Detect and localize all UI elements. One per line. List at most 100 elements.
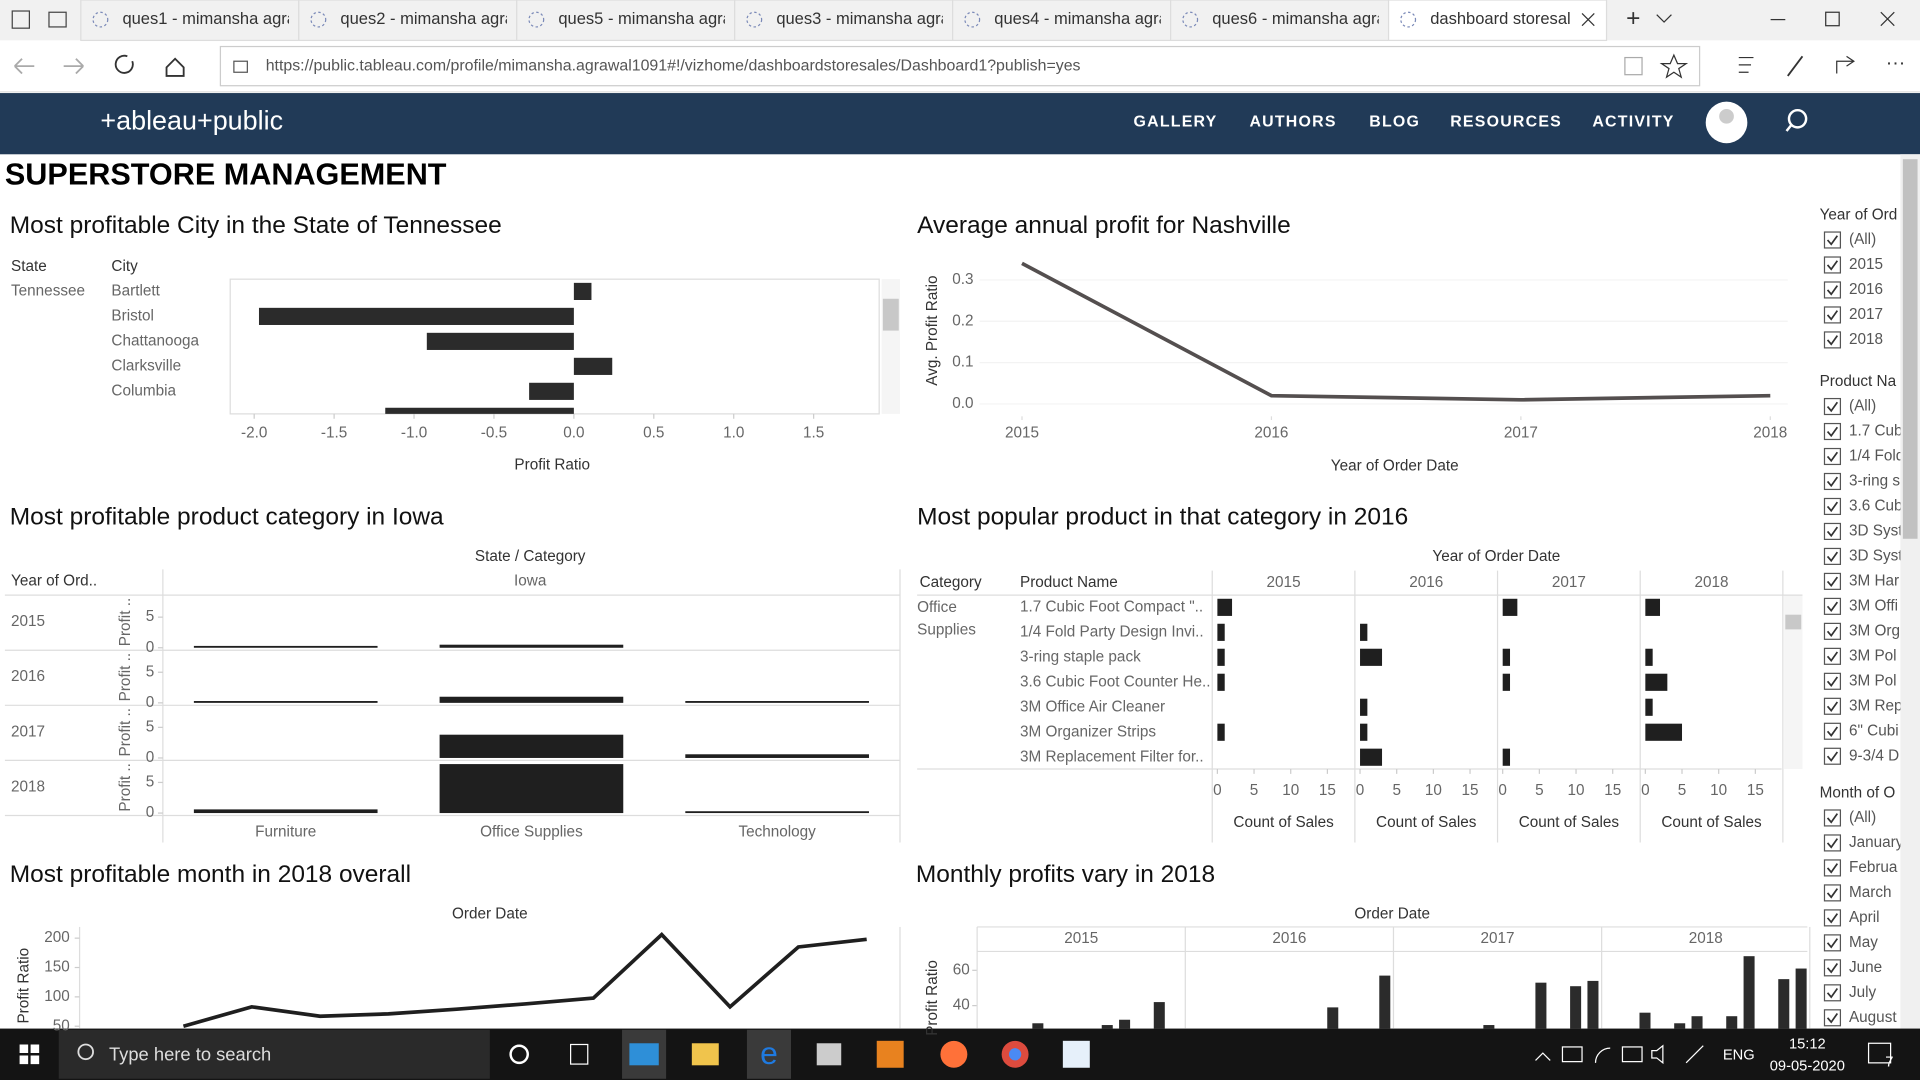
notes[interactable] — [1787, 55, 1804, 77]
checkbox[interactable] — [1823, 722, 1842, 740]
nav-link[interactable]: RESOURCES — [1450, 114, 1562, 131]
checkbox[interactable] — [1823, 1009, 1842, 1027]
filter-item[interactable]: 1.7 Cub — [1849, 423, 1903, 440]
checkbox[interactable] — [1823, 697, 1842, 715]
search-box[interactable] — [58, 1029, 490, 1079]
app-firefox[interactable] — [940, 1040, 968, 1068]
app-tableau[interactable] — [1062, 1040, 1090, 1068]
filter-item[interactable]: 1/4 Fold — [1849, 448, 1904, 465]
filter-item[interactable]: (All) — [1849, 809, 1876, 826]
checkbox[interactable] — [1823, 909, 1842, 927]
tab[interactable] — [516, 0, 736, 42]
checkbox[interactable] — [1823, 256, 1842, 274]
tab[interactable] — [1387, 0, 1608, 42]
checkbox[interactable] — [1823, 859, 1842, 877]
checkbox[interactable] — [1823, 231, 1842, 249]
filter-item[interactable]: May — [1849, 934, 1878, 951]
home[interactable] — [165, 57, 185, 77]
checkbox[interactable] — [1823, 672, 1842, 690]
checkbox[interactable] — [1823, 281, 1842, 299]
filter-item[interactable]: 3M Pol — [1849, 672, 1897, 689]
checkbox[interactable] — [1823, 834, 1842, 852]
checkbox[interactable] — [1823, 622, 1842, 640]
new-tab[interactable]: + — [1626, 5, 1640, 32]
tab-title[interactable]: ques6 - mimansha agra — [1212, 9, 1386, 28]
filter-item[interactable]: (All) — [1849, 398, 1876, 415]
cortana[interactable] — [509, 1044, 529, 1065]
tab-close[interactable] — [1581, 13, 1595, 27]
tray-pen[interactable] — [1685, 1045, 1704, 1064]
filter-item[interactable]: 3D Syst — [1849, 522, 1903, 539]
search-icon[interactable] — [1787, 108, 1808, 129]
checkbox[interactable] — [1823, 497, 1842, 516]
more[interactable]: ··· — [1886, 52, 1906, 74]
checkbox[interactable] — [1823, 306, 1842, 324]
task-view[interactable] — [570, 1043, 589, 1065]
filter-item[interactable]: April — [1849, 909, 1880, 926]
filter-item[interactable]: 3.6 Cub — [1849, 497, 1903, 514]
filter-item[interactable]: 2018 — [1849, 331, 1883, 348]
clock-date[interactable]: 09-05-2020 — [1770, 1058, 1845, 1074]
checkbox[interactable] — [1823, 934, 1842, 952]
tab[interactable] — [298, 0, 518, 42]
tab-title[interactable]: ques3 - mimansha agra — [776, 9, 950, 28]
checkbox[interactable] — [1823, 572, 1842, 590]
tab[interactable] — [80, 0, 300, 42]
refresh[interactable] — [114, 54, 134, 74]
filter-item[interactable]: (All) — [1849, 231, 1876, 248]
favorites[interactable] — [1738, 56, 1754, 73]
nav-link[interactable]: GALLERY — [1134, 114, 1218, 131]
tray-battery[interactable] — [1621, 1046, 1643, 1063]
filter-item[interactable]: 3-ring s — [1849, 473, 1900, 490]
tab-title[interactable]: ques5 - mimansha agra — [558, 9, 732, 28]
filter-item[interactable]: 2017 — [1849, 306, 1883, 323]
forward[interactable] — [63, 58, 84, 75]
list-scrollbar[interactable] — [1784, 595, 1803, 769]
share[interactable] — [1836, 55, 1855, 74]
tab-title[interactable]: dashboard storesal — [1430, 9, 1570, 28]
tab-title[interactable]: ques1 - mimansha agra — [122, 9, 296, 28]
nav-link[interactable]: BLOG — [1369, 114, 1420, 131]
filter-item[interactable]: 3M Har — [1849, 572, 1899, 589]
filter-item[interactable]: June — [1849, 959, 1882, 976]
checkbox[interactable] — [1823, 984, 1842, 1002]
tray-wifi[interactable] — [1594, 1047, 1611, 1063]
filter-item[interactable]: 2015 — [1849, 256, 1883, 273]
filter-item[interactable]: Februa — [1849, 859, 1898, 876]
filter-item[interactable]: March — [1849, 884, 1892, 901]
filter-item[interactable]: August — [1849, 1009, 1897, 1026]
checkbox[interactable] — [1823, 597, 1842, 615]
filter-item[interactable]: January — [1849, 834, 1904, 851]
filter-item[interactable]: 2016 — [1849, 281, 1883, 298]
checkbox[interactable] — [1823, 331, 1842, 349]
action-center[interactable] — [1867, 1042, 1892, 1064]
app-sublime[interactable] — [876, 1040, 904, 1068]
checkbox[interactable] — [1823, 747, 1842, 765]
filter-item[interactable]: 3M Pol — [1849, 647, 1897, 664]
checkbox[interactable] — [1823, 959, 1842, 977]
checkbox[interactable] — [1823, 647, 1842, 665]
search-placeholder[interactable]: Type here to search — [109, 1043, 271, 1064]
filter-item[interactable]: 3M Org — [1849, 622, 1900, 639]
filter-item[interactable]: 9-3/4 D — [1849, 747, 1899, 764]
filter-item[interactable]: 3M Offi — [1849, 597, 1898, 614]
filter-item[interactable]: 3M Rep — [1849, 697, 1903, 714]
address-bar[interactable] — [219, 45, 1701, 87]
tab[interactable] — [734, 0, 954, 42]
tab-title[interactable]: ques2 - mimansha agra — [340, 9, 514, 28]
tray-volume[interactable] — [1651, 1044, 1664, 1065]
scrollbar-thumb[interactable] — [1902, 159, 1918, 539]
filter-item[interactable]: July — [1849, 984, 1877, 1001]
tab-list[interactable] — [1656, 14, 1672, 23]
app-store[interactable] — [816, 1043, 842, 1066]
app-edge-bg[interactable] — [746, 1029, 792, 1079]
close[interactable] — [1880, 11, 1895, 27]
favorite[interactable] — [1659, 53, 1689, 79]
list-scrollbar-thumb[interactable] — [882, 298, 899, 331]
language[interactable]: ENG — [1723, 1047, 1755, 1063]
checkbox[interactable] — [1823, 397, 1842, 416]
checkbox[interactable] — [1823, 547, 1842, 565]
checkbox[interactable] — [1823, 447, 1842, 466]
tray-icon[interactable] — [1561, 1046, 1583, 1063]
checkbox[interactable] — [1823, 472, 1842, 491]
